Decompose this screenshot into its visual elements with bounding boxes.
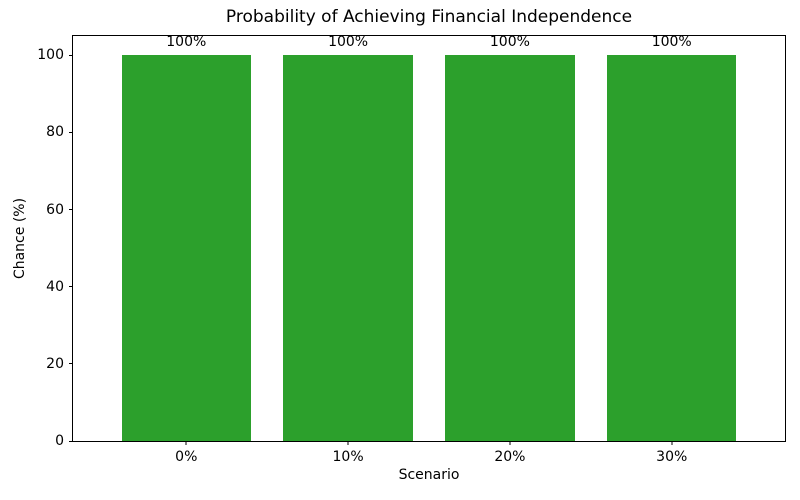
x-tick-mark xyxy=(347,441,349,445)
y-axis-label: Chance (%) xyxy=(0,35,42,442)
y-tick-label: 20 xyxy=(46,355,64,372)
y-tick-mark xyxy=(69,363,73,365)
plot-area: 100% 0% 100% 10% 100% 20% 100% 30% 0 20 40 60 80 100 xyxy=(37,34,786,465)
bar-value-label: 100% xyxy=(166,34,207,51)
bar-value-label: 100% xyxy=(651,34,692,51)
y-tick-label: 0 xyxy=(55,433,64,449)
x-axis-label: Scenario xyxy=(398,467,460,483)
bar xyxy=(121,55,251,441)
x-tick-label: 30% xyxy=(656,449,688,465)
x-tick-mark xyxy=(671,441,673,445)
y-tick-mark xyxy=(69,54,73,56)
y-tick-mark xyxy=(69,209,73,211)
x-tick-label: 20% xyxy=(494,449,526,465)
y-tick-label: 40 xyxy=(46,278,64,295)
x-tick-mark xyxy=(509,441,511,445)
bar xyxy=(283,55,413,441)
x-tick-mark xyxy=(185,441,187,445)
x-tick-label: 10% xyxy=(332,449,364,465)
x-tick-label: 0% xyxy=(175,449,198,465)
y-tick-label: 100 xyxy=(37,47,64,64)
y-tick-mark xyxy=(69,286,73,288)
y-tick-label: 60 xyxy=(46,201,64,218)
y-tick-mark xyxy=(69,440,73,442)
y-tick-mark xyxy=(69,131,73,133)
y-tick-label: 80 xyxy=(46,124,64,141)
chart-title: Probability of Achieving Financial Indep… xyxy=(225,7,633,27)
bar-value-label: 100% xyxy=(328,34,369,51)
bar xyxy=(607,55,737,441)
bar-value-label: 100% xyxy=(489,34,530,51)
bar xyxy=(445,55,575,441)
y-axis-label-text: Chance (%) xyxy=(12,197,29,280)
